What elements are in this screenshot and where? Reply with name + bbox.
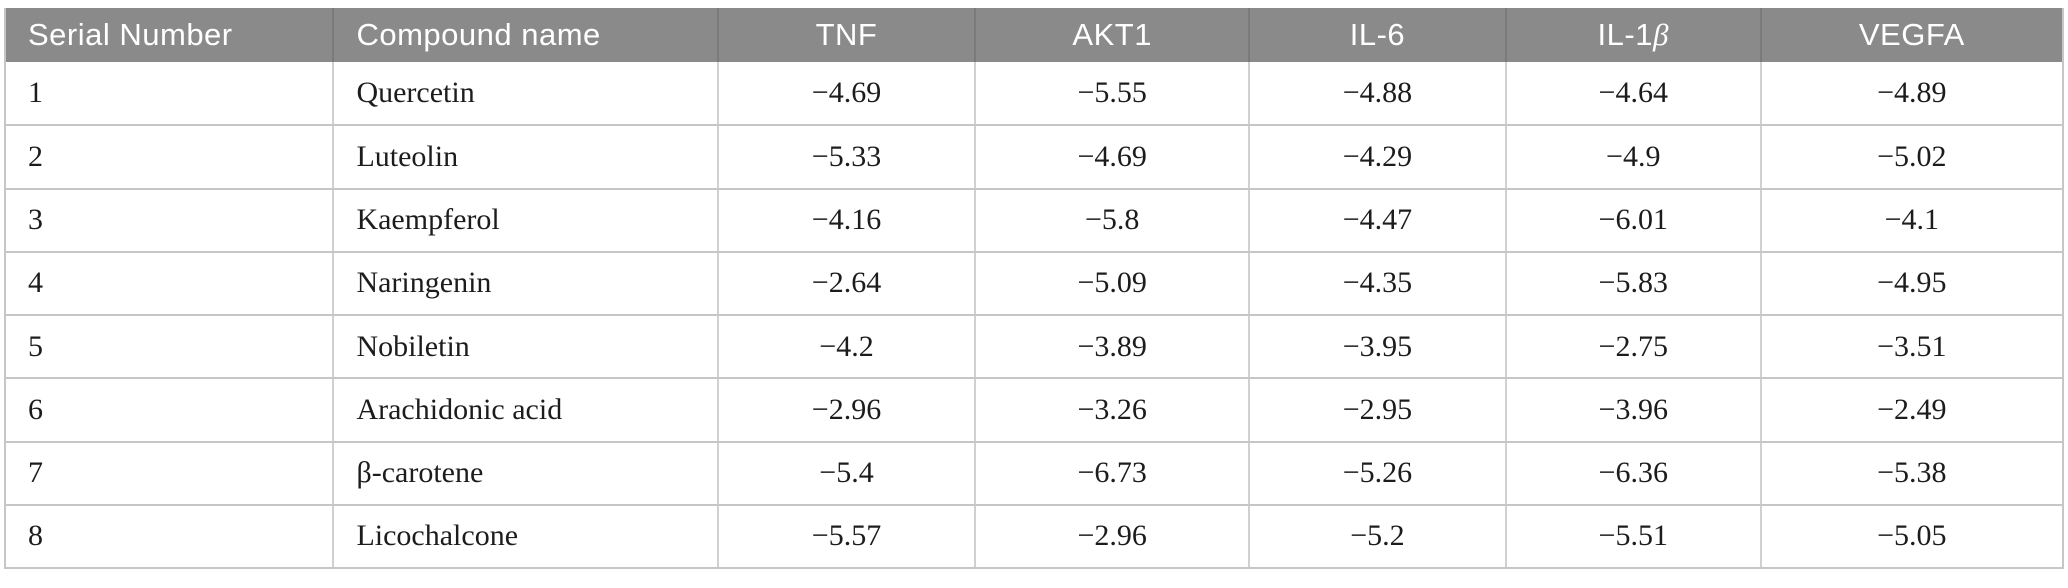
table-row: 8 Licochalcone −5.57 −2.96 −5.2 −5.51 −5.05	[5, 504, 2063, 570]
cell-il1b: −4.9	[1504, 125, 1761, 190]
header-cell-vegfa: VEGFA	[1759, 8, 2063, 62]
cell-vegfa: −3.51	[1759, 315, 2063, 380]
table-header: Serial Number Compound name TNF AKT1 IL-6 IL-…	[5, 8, 2063, 62]
cell-akt1: −5.09	[974, 251, 1250, 317]
cell-serial: 6	[5, 378, 334, 443]
cell-vegfa: −2.49	[1759, 378, 2063, 443]
cell-tnf: −2.96	[716, 378, 976, 443]
cell-vegfa: −5.05	[1759, 504, 2063, 570]
cell-serial: 8	[5, 504, 334, 570]
cell-compound: Arachidonic acid	[332, 378, 718, 443]
table-row: 4 Naringenin −2.64 −5.09 −4.35 −5.83 −4.95	[5, 251, 2063, 317]
cell-il1b: −3.96	[1504, 378, 1761, 443]
cell-il6: −5.2	[1248, 504, 1506, 570]
cell-il6: −4.29	[1248, 125, 1506, 190]
table-body: 1 Quercetin −4.69 −5.55 −4.88 −4.64 −4.89 2 Lute…	[5, 62, 2063, 570]
cell-tnf: −4.2	[716, 315, 976, 380]
header-cell-akt1: AKT1	[974, 8, 1250, 62]
cell-tnf: −5.33	[716, 125, 976, 190]
cell-il6: −5.26	[1248, 441, 1506, 506]
cell-il6: −4.47	[1248, 188, 1506, 253]
cell-vegfa: −4.89	[1759, 62, 2063, 127]
cell-il1b: −4.64	[1504, 62, 1761, 127]
cell-akt1: −6.73	[974, 441, 1250, 506]
cell-tnf: −2.64	[716, 251, 976, 317]
table-row: 6 Arachidonic acid −2.96 −3.26 −2.95 −3.96 −2.…	[5, 378, 2063, 443]
docking-scores-table: Serial Number Compound name TNF AKT1 IL-6 IL-…	[4, 8, 2064, 570]
cell-vegfa: −5.02	[1759, 125, 2063, 190]
cell-tnf: −4.16	[716, 188, 976, 253]
cell-serial: 7	[5, 441, 334, 506]
cell-il1b: −5.51	[1504, 504, 1761, 570]
table-row: 1 Quercetin −4.69 −5.55 −4.88 −4.64 −4.89	[5, 62, 2063, 127]
header-cell-il6: IL-6	[1248, 8, 1506, 62]
cell-il1b: −5.83	[1504, 251, 1761, 317]
cell-il1b: −6.01	[1504, 188, 1761, 253]
cell-compound: Naringenin	[332, 251, 718, 317]
cell-tnf: −5.4	[716, 441, 976, 506]
cell-il1b: −2.75	[1504, 315, 1761, 380]
header-cell-serial: Serial Number	[5, 8, 334, 62]
cell-compound: Licochalcone	[332, 504, 718, 570]
cell-serial: 1	[5, 62, 334, 127]
cell-il6: −4.35	[1248, 251, 1506, 317]
cell-compound: Nobiletin	[332, 315, 718, 380]
cell-serial: 2	[5, 125, 334, 190]
cell-tnf: −5.57	[716, 504, 976, 570]
cell-serial: 3	[5, 188, 334, 253]
header-cell-tnf: TNF	[716, 8, 976, 62]
header-italic-suffix-il1b: β	[1652, 17, 1669, 52]
cell-il6: −2.95	[1248, 378, 1506, 443]
cell-compound: Luteolin	[332, 125, 718, 190]
cell-akt1: −4.69	[974, 125, 1250, 190]
cell-tnf: −4.69	[716, 62, 976, 127]
cell-akt1: −5.8	[974, 188, 1250, 253]
cell-compound: Quercetin	[332, 62, 718, 127]
cell-compound: β-carotene	[332, 441, 718, 506]
cell-il6: −4.88	[1248, 62, 1506, 127]
table-row: 2 Luteolin −5.33 −4.69 −4.29 −4.9 −5.02	[5, 125, 2063, 190]
table-row: 7 β-carotene −5.4 −6.73 −5.26 −6.36 −5.38	[5, 441, 2063, 506]
cell-vegfa: −4.1	[1759, 188, 2063, 253]
cell-compound: Kaempferol	[332, 188, 718, 253]
cell-akt1: −3.26	[974, 378, 1250, 443]
cell-akt1: −2.96	[974, 504, 1250, 570]
header-cell-compound: Compound name	[332, 8, 718, 62]
cell-akt1: −3.89	[974, 315, 1250, 380]
header-row: Serial Number Compound name TNF AKT1 IL-6 IL-…	[5, 8, 2063, 62]
cell-akt1: −5.55	[974, 62, 1250, 127]
cell-serial: 5	[5, 315, 334, 380]
table-row: 3 Kaempferol −4.16 −5.8 −4.47 −6.01 −4.1	[5, 188, 2063, 253]
cell-vegfa: −5.38	[1759, 441, 2063, 506]
cell-il1b: −6.36	[1504, 441, 1761, 506]
cell-serial: 4	[5, 251, 334, 317]
header-cell-il1b: IL-1β	[1504, 8, 1761, 62]
cell-il6: −3.95	[1248, 315, 1506, 380]
cell-vegfa: −4.95	[1759, 251, 2063, 317]
table-row: 5 Nobiletin −4.2 −3.89 −3.95 −2.75 −3.51	[5, 315, 2063, 380]
